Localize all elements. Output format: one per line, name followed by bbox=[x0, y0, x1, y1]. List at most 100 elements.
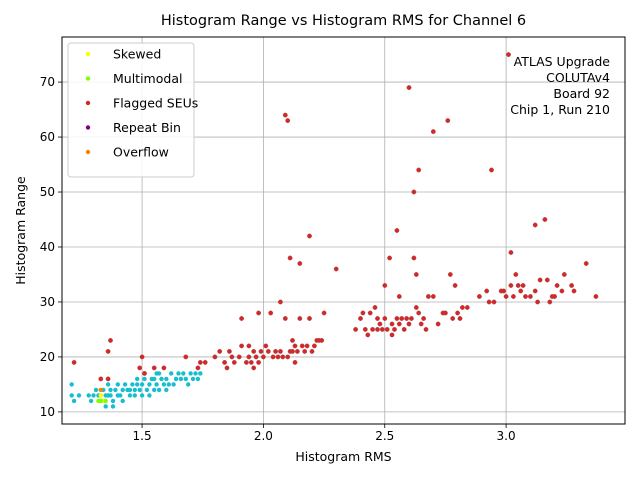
data-point bbox=[430, 129, 436, 135]
data-point bbox=[282, 316, 288, 321]
series-normal bbox=[69, 371, 203, 409]
data-point bbox=[195, 376, 201, 382]
data-point bbox=[450, 316, 456, 321]
data-point bbox=[222, 359, 228, 365]
data-point bbox=[166, 382, 171, 387]
data-point bbox=[506, 52, 511, 57]
data-point bbox=[464, 305, 470, 310]
data-point bbox=[583, 261, 589, 266]
legend-label: Repeat Bin bbox=[113, 120, 181, 135]
data-point bbox=[382, 283, 388, 288]
data-point bbox=[265, 348, 271, 354]
legend-marker bbox=[85, 76, 91, 81]
data-point bbox=[399, 316, 405, 321]
data-point bbox=[71, 398, 77, 404]
data-point bbox=[139, 393, 145, 398]
data-point bbox=[389, 332, 395, 338]
data-point bbox=[445, 118, 451, 124]
data-point bbox=[231, 359, 237, 365]
data-points bbox=[69, 52, 599, 409]
data-point bbox=[132, 393, 137, 398]
data-point bbox=[239, 343, 245, 349]
data-point bbox=[122, 382, 128, 387]
data-point bbox=[277, 299, 283, 305]
data-point bbox=[169, 371, 174, 376]
data-point bbox=[547, 299, 553, 305]
data-point bbox=[285, 354, 291, 360]
data-point bbox=[321, 310, 327, 316]
data-point bbox=[290, 337, 295, 343]
legend-marker bbox=[85, 125, 91, 130]
data-point bbox=[503, 294, 509, 299]
data-point bbox=[236, 354, 242, 360]
data-point bbox=[171, 382, 176, 387]
data-point bbox=[484, 288, 490, 294]
data-point bbox=[139, 382, 145, 387]
data-point bbox=[186, 382, 191, 387]
data-point bbox=[416, 167, 422, 173]
data-point bbox=[307, 316, 312, 321]
data-point bbox=[411, 189, 417, 195]
data-point bbox=[156, 387, 162, 393]
data-point bbox=[198, 371, 203, 376]
data-point bbox=[554, 283, 560, 288]
run-annotation: ATLAS Upgrade COLUTAv4 Board 92 Chip 1, … bbox=[510, 54, 610, 117]
data-point bbox=[88, 398, 94, 404]
series-flagged-seus bbox=[71, 52, 599, 382]
annotation-line: COLUTAv4 bbox=[546, 70, 610, 85]
data-point bbox=[151, 365, 157, 371]
data-point bbox=[569, 283, 574, 288]
data-point bbox=[532, 222, 538, 228]
annotation-line: ATLAS Upgrade bbox=[514, 54, 611, 69]
data-point bbox=[304, 343, 310, 349]
data-point bbox=[93, 387, 99, 393]
data-point bbox=[307, 233, 312, 239]
y-tick-label: 40 bbox=[40, 240, 55, 254]
data-point bbox=[277, 348, 283, 354]
annotation-line: Chip 1, Run 210 bbox=[510, 102, 610, 117]
data-point bbox=[401, 326, 407, 332]
data-point bbox=[508, 250, 514, 255]
data-point bbox=[147, 393, 152, 398]
data-point bbox=[452, 283, 458, 288]
data-point bbox=[365, 332, 371, 338]
data-point bbox=[120, 387, 125, 393]
data-point bbox=[91, 393, 96, 398]
y-tick-label: 70 bbox=[40, 75, 55, 89]
data-point bbox=[224, 365, 230, 371]
data-point bbox=[190, 376, 196, 382]
data-point bbox=[142, 376, 147, 382]
data-point bbox=[108, 337, 113, 343]
data-point bbox=[528, 294, 533, 299]
data-point bbox=[105, 376, 111, 382]
data-point bbox=[406, 321, 412, 327]
x-tick-label: 3.0 bbox=[497, 429, 516, 443]
data-point bbox=[105, 348, 111, 354]
data-point bbox=[459, 305, 465, 310]
data-point bbox=[178, 376, 184, 382]
x-tick-label: 1.5 bbox=[133, 429, 152, 443]
data-point bbox=[292, 343, 298, 349]
legend-label: Flagged SEUs bbox=[113, 96, 198, 111]
data-point bbox=[404, 316, 409, 321]
data-point bbox=[188, 371, 193, 376]
data-point bbox=[394, 316, 400, 321]
data-point bbox=[319, 337, 325, 343]
data-point bbox=[246, 343, 252, 349]
data-point bbox=[447, 272, 453, 277]
data-point bbox=[413, 272, 419, 277]
data-point bbox=[181, 371, 186, 376]
data-point bbox=[382, 316, 388, 321]
data-point bbox=[353, 326, 358, 332]
legend-marker bbox=[85, 51, 91, 57]
data-point bbox=[287, 255, 293, 261]
data-point bbox=[413, 305, 419, 310]
data-point bbox=[491, 299, 497, 305]
data-point bbox=[302, 348, 308, 354]
data-point bbox=[137, 365, 143, 371]
data-point bbox=[135, 376, 140, 382]
data-point bbox=[193, 371, 198, 376]
data-point bbox=[127, 387, 133, 393]
y-tick-label: 20 bbox=[40, 350, 55, 364]
data-point bbox=[406, 85, 412, 91]
